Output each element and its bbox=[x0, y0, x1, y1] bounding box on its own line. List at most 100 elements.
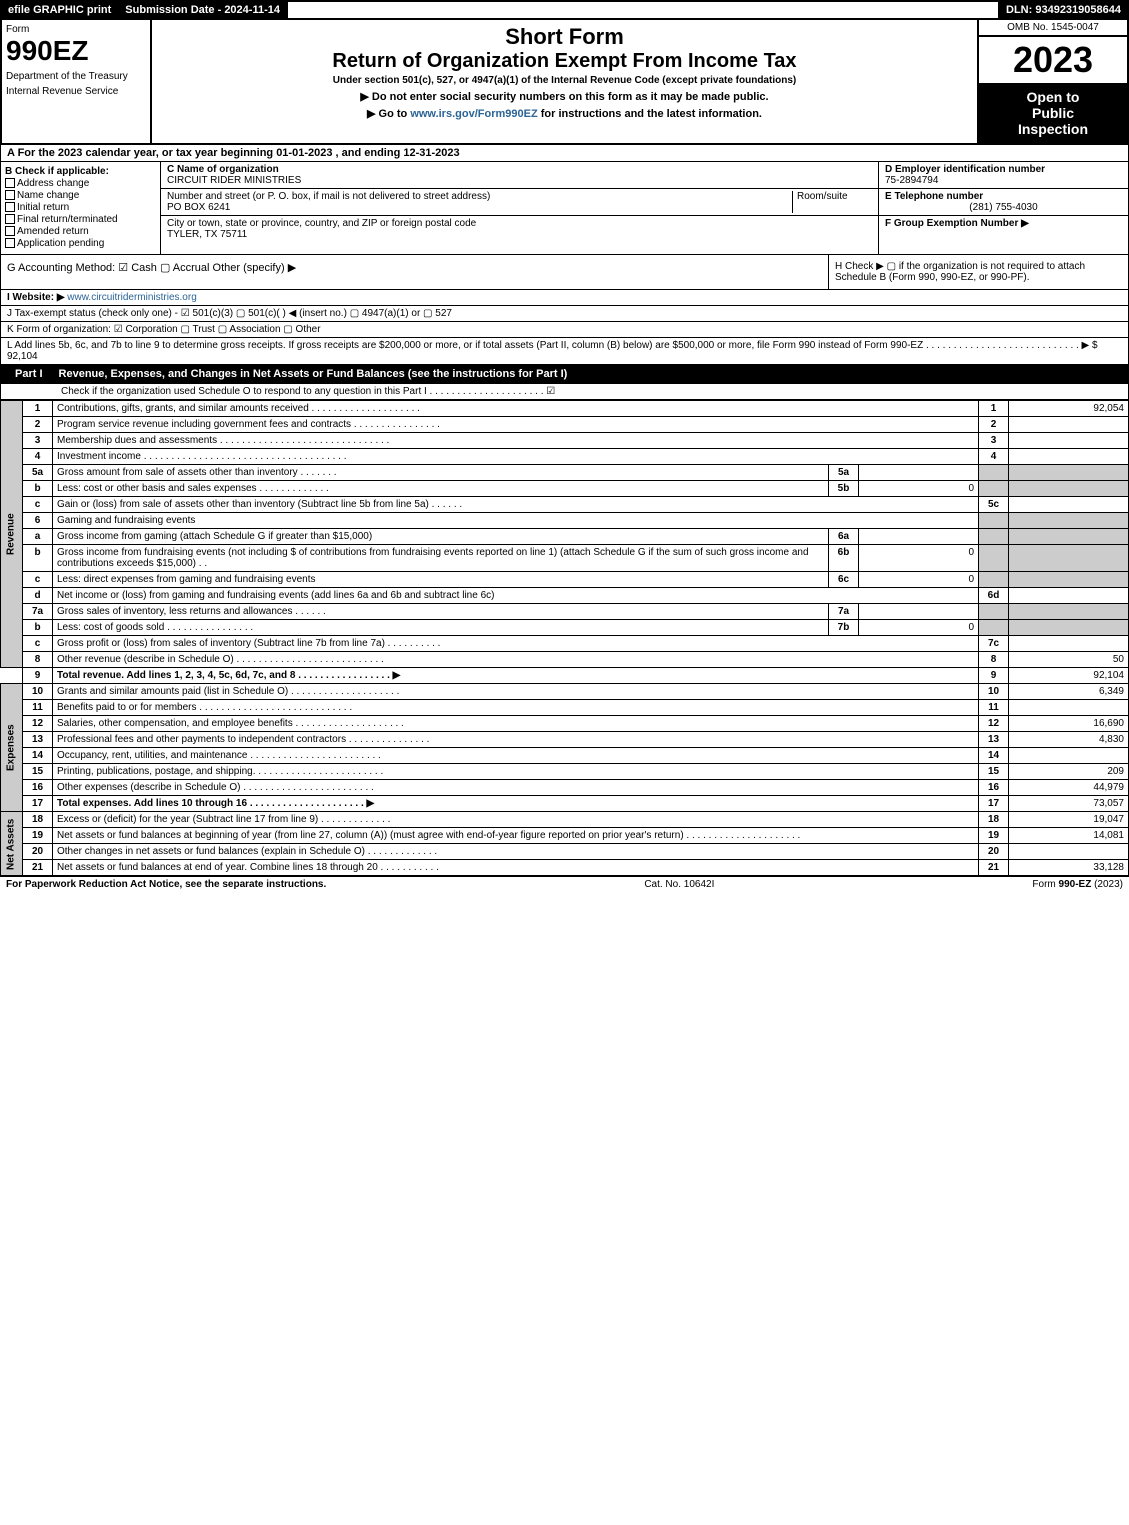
l7b-subnum: 7b bbox=[829, 620, 859, 636]
dept-treasury: Department of the Treasury bbox=[6, 71, 146, 82]
col-b-check-applicable: B Check if applicable: Address change Na… bbox=[1, 162, 161, 254]
l12-linenum: 12 bbox=[979, 716, 1009, 732]
l1-desc: Contributions, gifts, grants, and simila… bbox=[53, 401, 979, 417]
l1-num: 1 bbox=[23, 401, 53, 417]
org-name: CIRCUIT RIDER MINISTRIES bbox=[167, 175, 872, 186]
dept-irs: Internal Revenue Service bbox=[6, 86, 146, 97]
l5b-subval: 0 bbox=[859, 481, 979, 497]
l21-num: 21 bbox=[23, 860, 53, 876]
chk-address-change[interactable]: Address change bbox=[5, 178, 156, 189]
phone-value: (281) 755-4030 bbox=[885, 202, 1122, 213]
l19-desc: Net assets or fund balances at beginning… bbox=[53, 828, 979, 844]
l6b-subval: 0 bbox=[859, 545, 979, 572]
lines-table: Revenue 1 Contributions, gifts, grants, … bbox=[0, 400, 1129, 876]
l18-linenum: 18 bbox=[979, 812, 1009, 828]
chk-final-return[interactable]: Final return/terminated bbox=[5, 214, 156, 225]
l3-desc: Membership dues and assessments . . . . … bbox=[53, 433, 979, 449]
open-line2: Public bbox=[985, 105, 1121, 121]
l1-amount: 92,054 bbox=[1009, 401, 1129, 417]
org-city: TYLER, TX 75711 bbox=[167, 229, 872, 240]
website-link[interactable]: www.circuitriderministries.org bbox=[67, 292, 196, 303]
l12-desc: Salaries, other compensation, and employ… bbox=[53, 716, 979, 732]
l8-num: 8 bbox=[23, 652, 53, 668]
l16-linenum: 16 bbox=[979, 780, 1009, 796]
title-short-form: Short Form bbox=[156, 24, 973, 50]
l8-amount: 50 bbox=[1009, 652, 1129, 668]
l-gross-receipts: L Add lines 5b, 6c, and 7b to line 9 to … bbox=[0, 338, 1129, 365]
l7b-num: b bbox=[23, 620, 53, 636]
l10-amount: 6,349 bbox=[1009, 684, 1129, 700]
l10-linenum: 10 bbox=[979, 684, 1009, 700]
l20-linenum: 20 bbox=[979, 844, 1009, 860]
part1-title: Revenue, Expenses, and Changes in Net As… bbox=[59, 368, 568, 380]
l4-num: 4 bbox=[23, 449, 53, 465]
l4-desc: Investment income . . . . . . . . . . . … bbox=[53, 449, 979, 465]
l7a-shade bbox=[979, 604, 1009, 620]
l9-amount: 92,104 bbox=[1009, 668, 1129, 684]
l4-amount bbox=[1009, 449, 1129, 465]
l7a-subval bbox=[859, 604, 979, 620]
k-form-org: K Form of organization: ☑ Corporation ▢ … bbox=[0, 322, 1129, 338]
h-schedule-b: H Check ▶ ▢ if the organization is not r… bbox=[828, 255, 1128, 289]
open-to-public: Open to Public Inspection bbox=[979, 83, 1127, 143]
chk-amended-return[interactable]: Amended return bbox=[5, 226, 156, 237]
chk-name-change[interactable]: Name change bbox=[5, 190, 156, 201]
l16-amount: 44,979 bbox=[1009, 780, 1129, 796]
submission-date: Submission Date - 2024-11-14 bbox=[119, 2, 288, 18]
l11-num: 11 bbox=[23, 700, 53, 716]
l13-linenum: 13 bbox=[979, 732, 1009, 748]
l6-num: 6 bbox=[23, 513, 53, 529]
instr-link: ▶ Go to www.irs.gov/Form990EZ for instru… bbox=[156, 107, 973, 120]
org-addr-row: Number and street (or P. O. box, if mail… bbox=[161, 189, 878, 216]
l20-amount bbox=[1009, 844, 1129, 860]
l6a-desc: Gross income from gaming (attach Schedul… bbox=[53, 529, 829, 545]
form-label: Form bbox=[6, 24, 146, 35]
l15-num: 15 bbox=[23, 764, 53, 780]
l14-num: 14 bbox=[23, 748, 53, 764]
subtitle: Under section 501(c), 527, or 4947(a)(1)… bbox=[156, 75, 973, 86]
l7b-shade bbox=[979, 620, 1009, 636]
l7c-amount bbox=[1009, 636, 1129, 652]
l6c-shade bbox=[979, 572, 1009, 588]
l7c-num: c bbox=[23, 636, 53, 652]
dln: DLN: 93492319058644 bbox=[1000, 2, 1127, 18]
l14-amount bbox=[1009, 748, 1129, 764]
col-c-org-info: C Name of organization CIRCUIT RIDER MIN… bbox=[161, 162, 878, 254]
phone-row: E Telephone number (281) 755-4030 bbox=[879, 189, 1128, 216]
l6a-shade bbox=[979, 529, 1009, 545]
l11-amount bbox=[1009, 700, 1129, 716]
l5b-desc: Less: cost or other basis and sales expe… bbox=[53, 481, 829, 497]
part1-label: Part I bbox=[7, 368, 51, 380]
l20-num: 20 bbox=[23, 844, 53, 860]
g-accounting-method: G Accounting Method: ☑ Cash ▢ Accrual Ot… bbox=[1, 255, 828, 289]
col-d-ein: D Employer identification number 75-2894… bbox=[878, 162, 1128, 254]
top-bar: efile GRAPHIC print Submission Date - 20… bbox=[0, 0, 1129, 20]
l3-linenum: 3 bbox=[979, 433, 1009, 449]
e-phone-label: E Telephone number bbox=[885, 191, 1122, 202]
org-address: PO BOX 6241 bbox=[167, 202, 792, 213]
irs-link[interactable]: www.irs.gov/Form990EZ bbox=[410, 108, 537, 120]
group-exemption-row: F Group Exemption Number ▶ bbox=[879, 216, 1128, 231]
l21-amount: 33,128 bbox=[1009, 860, 1129, 876]
l7c-desc: Gross profit or (loss) from sales of inv… bbox=[53, 636, 979, 652]
l9-desc: Total revenue. Add lines 1, 2, 3, 4, 5c,… bbox=[53, 668, 979, 684]
form-header: Form 990EZ Department of the Treasury In… bbox=[0, 20, 1129, 145]
f-group-label: F Group Exemption Number ▶ bbox=[885, 218, 1122, 229]
l2-num: 2 bbox=[23, 417, 53, 433]
l16-num: 16 bbox=[23, 780, 53, 796]
l17-num: 17 bbox=[23, 796, 53, 812]
chk-application-pending[interactable]: Application pending bbox=[5, 238, 156, 249]
b-label: B Check if applicable: bbox=[5, 166, 156, 177]
d-ein-label: D Employer identification number bbox=[885, 164, 1122, 175]
l7a-desc: Gross sales of inventory, less returns a… bbox=[53, 604, 829, 620]
chk-initial-return[interactable]: Initial return bbox=[5, 202, 156, 213]
l6a-subnum: 6a bbox=[829, 529, 859, 545]
l20-desc: Other changes in net assets or fund bala… bbox=[53, 844, 979, 860]
l6-desc: Gaming and fundraising events bbox=[53, 513, 979, 529]
open-line1: Open to bbox=[985, 89, 1121, 105]
l15-desc: Printing, publications, postage, and shi… bbox=[53, 764, 979, 780]
l2-desc: Program service revenue including govern… bbox=[53, 417, 979, 433]
l9-num: 9 bbox=[23, 668, 53, 684]
l10-num: 10 bbox=[23, 684, 53, 700]
footer-center: Cat. No. 10642I bbox=[644, 879, 714, 890]
